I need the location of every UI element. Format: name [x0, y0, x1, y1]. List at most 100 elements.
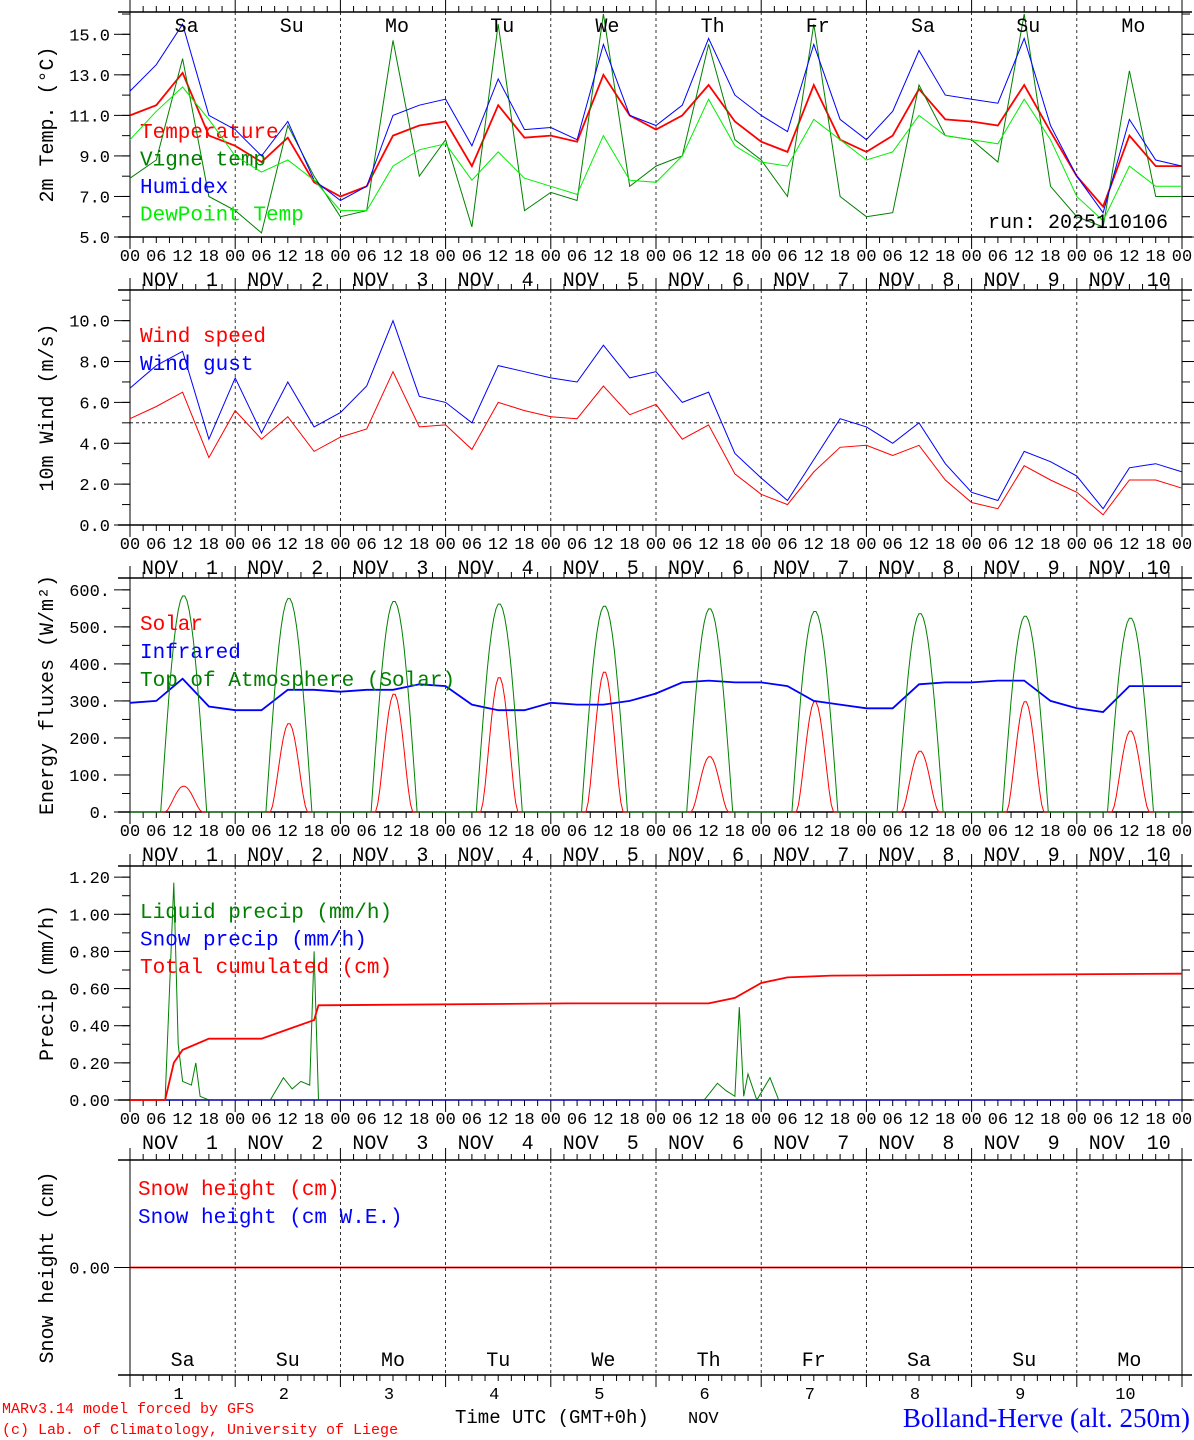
day-label: 2 — [311, 1133, 323, 1156]
legend-entry: Infrared — [140, 642, 241, 665]
month-label: NOV — [247, 845, 283, 868]
month-label: NOV — [458, 1133, 494, 1156]
hour-label: 18 — [1145, 823, 1165, 842]
y-tick-label: 1.20 — [69, 870, 110, 889]
y-tick-label: 7.0 — [79, 189, 110, 208]
hour-label: 06 — [251, 536, 271, 555]
hour-label: 12 — [172, 823, 192, 842]
day-label: 7 — [837, 1133, 849, 1156]
hour-label: 00 — [330, 536, 350, 555]
weekday-label: Su — [1016, 16, 1040, 39]
credit-lab: (c) Lab. of Climatology, University of L… — [2, 1422, 398, 1439]
y-tick-label: 0.20 — [69, 1056, 110, 1075]
day-label: 4 — [522, 845, 534, 868]
hour-label: 18 — [1040, 248, 1060, 267]
weekday-label: We — [595, 16, 619, 39]
legend-entry: Total cumulated (cm) — [140, 957, 392, 980]
month-label: NOV — [247, 1133, 283, 1156]
series-line-total-cumulated-cm- — [130, 972, 1183, 1101]
day-label: 6 — [732, 1133, 744, 1156]
day-label: 8 — [942, 1133, 954, 1156]
hour-label: 18 — [409, 823, 429, 842]
hour-label: 18 — [409, 248, 429, 267]
y-tick-label: 0. — [90, 805, 110, 824]
y-tick-label: 0.80 — [69, 944, 110, 963]
hour-label: 00 — [541, 1111, 561, 1130]
month-label: NOV — [1089, 1133, 1125, 1156]
hour-label: 12 — [383, 536, 403, 555]
hour-label: 06 — [882, 1111, 902, 1130]
day-label: 6 — [732, 845, 744, 868]
hour-label: 06 — [882, 536, 902, 555]
month-label: NOV — [668, 1133, 704, 1156]
weekday-label: Tu — [486, 1350, 510, 1373]
day-label: 3 — [416, 1133, 428, 1156]
month-label: NOV — [142, 845, 178, 868]
y-tick-label: 0.00 — [69, 1261, 110, 1280]
y-tick-label: 9.0 — [79, 149, 110, 168]
weekday-label: Mo — [1121, 16, 1145, 39]
weekday-label: Sa — [911, 16, 935, 39]
hour-label: 12 — [278, 1111, 298, 1130]
hour-label: 18 — [830, 1111, 850, 1130]
day-label: 9 — [1048, 845, 1060, 868]
hour-label: 00 — [751, 1111, 771, 1130]
hour-label: 06 — [251, 1111, 271, 1130]
day-label: 10 — [1147, 1133, 1171, 1156]
hour-label: 00 — [856, 536, 876, 555]
hour-label: 18 — [199, 823, 219, 842]
weekday-label: We — [591, 1350, 615, 1373]
panel-5: 0.00 Snow height (cm) Snow height (cm) Snow… — [37, 1148, 1194, 1387]
hour-label: 18 — [935, 823, 955, 842]
hour-label: 18 — [619, 536, 639, 555]
hour-label: 00 — [1172, 536, 1192, 555]
hour-label: 18 — [725, 823, 745, 842]
y-tick-label: 1.00 — [69, 907, 110, 926]
series-line-humidex — [129, 23, 1183, 214]
bottom-day-number: 10 — [1115, 1386, 1135, 1405]
y-axis-label: 10m Wind (m/s) — [37, 323, 60, 491]
weekday-label: Tu — [490, 16, 514, 39]
hour-label: 12 — [278, 536, 298, 555]
hour-label: 12 — [488, 536, 508, 555]
hour-label: 12 — [698, 248, 718, 267]
y-tick-label: 2.0 — [79, 477, 110, 496]
hour-label: 06 — [988, 536, 1008, 555]
legend-entry: Liquid precip (mm/h) — [140, 902, 392, 925]
hour-label: 18 — [830, 536, 850, 555]
hour-label: 00 — [856, 1111, 876, 1130]
credit-model: MARv3.14 model forced by GFS — [2, 1401, 254, 1418]
series-line-liquid-precip-mm-h- — [130, 882, 1182, 1102]
hour-label: 06 — [567, 536, 587, 555]
y-tick-label: 6.0 — [79, 395, 110, 414]
weekday-label: Mo — [385, 16, 409, 39]
hour-label: 12 — [698, 823, 718, 842]
hour-label: 18 — [1145, 248, 1165, 267]
hour-label: 00 — [330, 248, 350, 267]
hour-label: 18 — [830, 248, 850, 267]
weekday-label: Su — [280, 16, 304, 39]
hour-label: 18 — [304, 823, 324, 842]
bottom-day-number: 5 — [594, 1386, 604, 1405]
hour-label: 06 — [1093, 823, 1113, 842]
hour-label: 00 — [646, 248, 666, 267]
y-tick-label: 200. — [69, 731, 110, 750]
y-tick-label: 100. — [69, 768, 110, 787]
x-axis-label: Time UTC (GMT+0h) — [455, 1407, 649, 1429]
hour-label: 12 — [909, 248, 929, 267]
y-axis-label: Snow height (cm) — [37, 1171, 60, 1363]
hour-label: 06 — [146, 823, 166, 842]
hour-label: 00 — [1172, 823, 1192, 842]
weekday-label: Sa — [175, 16, 199, 39]
hour-label: 00 — [330, 1111, 350, 1130]
hour-label: 06 — [1093, 1111, 1113, 1130]
weekday-label: Su — [276, 1350, 300, 1373]
hour-label: 06 — [146, 536, 166, 555]
hour-label: 06 — [462, 823, 482, 842]
bottom-day-number: 2 — [279, 1386, 289, 1405]
hour-label: 00 — [120, 1111, 140, 1130]
hour-label: 18 — [199, 1111, 219, 1130]
hour-label: 00 — [435, 248, 455, 267]
weekday-label: Th — [697, 1350, 721, 1373]
legend-entry: Temperature — [140, 122, 279, 145]
